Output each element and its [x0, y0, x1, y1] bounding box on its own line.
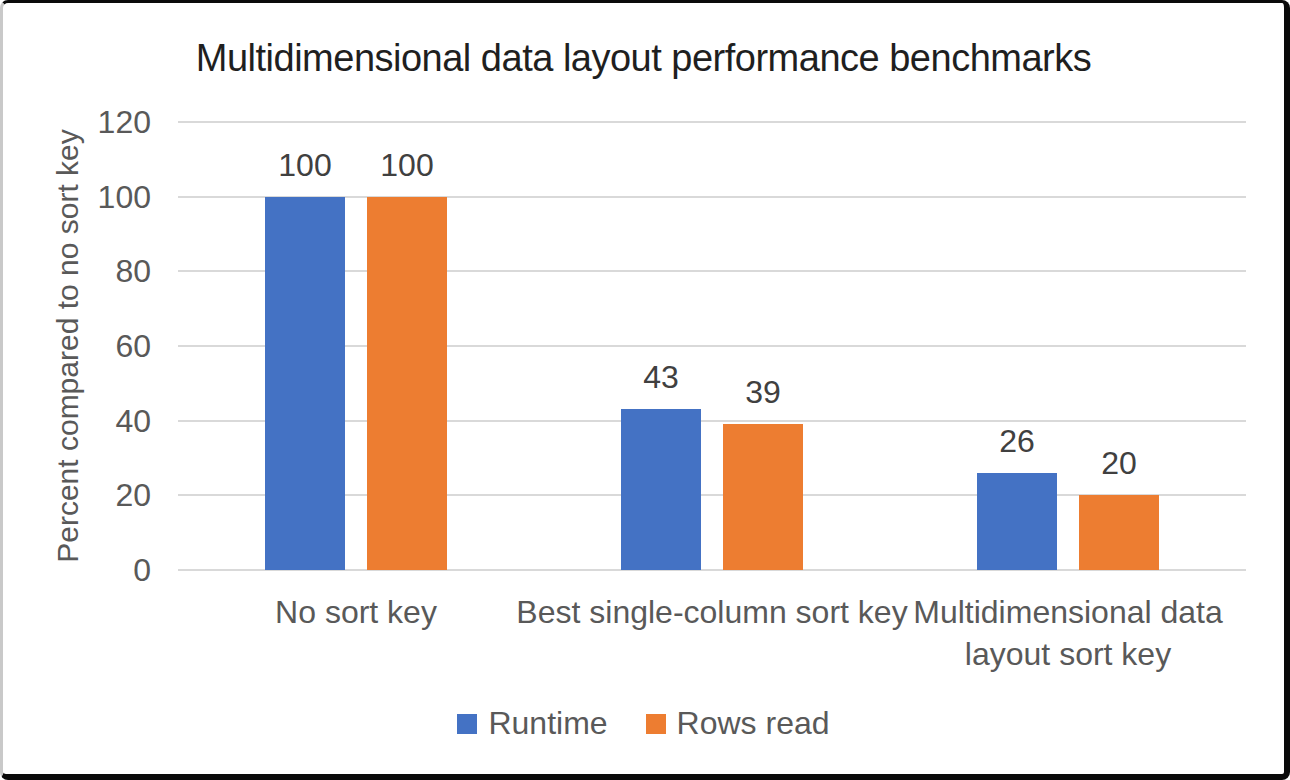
bar-runtime-no-sort-key: [265, 197, 345, 570]
y-tick-label-40: 40: [115, 405, 151, 437]
y-axis-tick-labels: 020406080100120: [3, 122, 151, 570]
data-label-rows-read-best-single-column-sort-key: 39: [683, 376, 843, 408]
bar-runtime-multidimensional-data-layout-sort-key: [977, 473, 1057, 570]
legend: Runtime Rows read: [3, 705, 1284, 742]
gridline-120: [178, 121, 1246, 123]
plot-area: 10010043392620: [178, 122, 1246, 570]
x-axis-category-labels: No sort keyBest single-column sort keyMu…: [178, 591, 1246, 691]
y-tick-label-60: 60: [115, 330, 151, 362]
x-category-label-best-single-column-sort-key: Best single-column sort key: [512, 591, 912, 633]
bar-rows-read-best-single-column-sort-key: [723, 424, 803, 570]
legend-item-runtime: Runtime: [457, 705, 607, 742]
y-tick-label-80: 80: [115, 255, 151, 287]
legend-swatch-rows-read: [646, 714, 666, 734]
bar-rows-read-no-sort-key: [367, 197, 447, 570]
y-tick-label-100: 100: [98, 181, 151, 213]
data-label-rows-read-multidimensional-data-layout-sort-key: 20: [1039, 447, 1199, 479]
legend-item-rows-read: Rows read: [646, 705, 830, 742]
y-tick-label-20: 20: [115, 479, 151, 511]
chart-frame: Multidimensional data layout performance…: [0, 0, 1290, 780]
bar-rows-read-multidimensional-data-layout-sort-key: [1079, 495, 1159, 570]
x-category-label-no-sort-key: No sort key: [156, 591, 556, 633]
y-tick-label-0: 0: [133, 554, 151, 586]
legend-swatch-runtime: [457, 714, 477, 734]
data-label-rows-read-no-sort-key: 100: [327, 149, 487, 181]
x-category-label-multidimensional-data-layout-sort-key: Multidimensional data layout sort key: [868, 591, 1268, 675]
legend-label-rows-read: Rows read: [677, 705, 830, 742]
bar-runtime-best-single-column-sort-key: [621, 409, 701, 570]
y-tick-label-120: 120: [98, 106, 151, 138]
chart-title: Multidimensional data layout performance…: [3, 37, 1284, 80]
legend-label-runtime: Runtime: [488, 705, 607, 742]
